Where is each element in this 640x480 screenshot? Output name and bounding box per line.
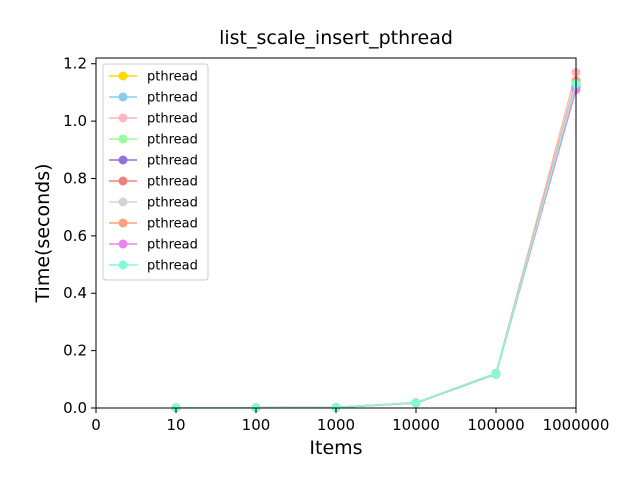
legend-marker bbox=[118, 260, 128, 270]
x-tick-label: 10 bbox=[166, 416, 185, 434]
series-line bbox=[176, 72, 577, 409]
legend-label: pthread bbox=[147, 154, 198, 169]
legend-marker bbox=[118, 155, 128, 165]
legend-marker bbox=[118, 218, 128, 228]
legend-item: pthread bbox=[109, 217, 198, 232]
legend-marker bbox=[118, 113, 128, 123]
y-tick-label: 0.2 bbox=[63, 342, 87, 360]
y-tick-label: 1.2 bbox=[63, 55, 87, 73]
data-point bbox=[491, 369, 501, 379]
legend-item: pthread bbox=[109, 196, 198, 211]
x-tick-label: 0 bbox=[91, 416, 101, 434]
data-point bbox=[411, 398, 421, 408]
legend-label: pthread bbox=[147, 91, 198, 106]
legend-item: pthread bbox=[109, 112, 198, 127]
y-tick-label: 0.4 bbox=[63, 284, 87, 302]
x-tick-label: 1000000 bbox=[543, 416, 610, 434]
series-line bbox=[176, 86, 577, 409]
legend-item: pthread bbox=[109, 133, 198, 148]
legend-label: pthread bbox=[147, 70, 198, 85]
y-tick-label: 0.8 bbox=[63, 169, 87, 187]
legend-item: pthread bbox=[109, 259, 198, 274]
legend-item: pthread bbox=[109, 91, 198, 106]
y-tick-label: 1.0 bbox=[63, 112, 87, 130]
y-axis: 0.0 0.2 0.4 0.6 0.8 1.0 1.2 bbox=[63, 55, 96, 417]
legend-label: pthread bbox=[147, 238, 198, 253]
series-6 bbox=[171, 76, 581, 413]
series-5 bbox=[171, 82, 581, 413]
series-1 bbox=[171, 76, 581, 413]
x-tick-label: 10000 bbox=[392, 416, 440, 434]
chart-title: list_scale_insert_pthread bbox=[219, 27, 453, 49]
legend-item: pthread bbox=[109, 70, 198, 85]
legend: pthread pthread pthread pthread pthread pthre… bbox=[102, 63, 209, 281]
legend-label: pthread bbox=[147, 217, 198, 232]
plot-area bbox=[171, 67, 581, 413]
legend-label: pthread bbox=[147, 112, 198, 127]
x-axis-label: Items bbox=[309, 437, 362, 459]
series-10 bbox=[171, 79, 581, 413]
legend-label: pthread bbox=[147, 133, 198, 148]
legend-label: pthread bbox=[147, 259, 198, 274]
series-4 bbox=[171, 79, 581, 413]
series-8 bbox=[171, 76, 581, 413]
legend-item: pthread bbox=[109, 238, 198, 253]
series-9 bbox=[171, 85, 581, 413]
legend-marker bbox=[118, 197, 128, 207]
x-tick-label: 100 bbox=[242, 416, 271, 434]
legend-marker bbox=[118, 176, 128, 186]
x-tick-label: 100000 bbox=[467, 416, 524, 434]
y-axis-label: Time(seconds) bbox=[32, 164, 54, 304]
legend-marker bbox=[118, 92, 128, 102]
legend-marker bbox=[118, 134, 128, 144]
series-7 bbox=[171, 79, 581, 413]
series-line bbox=[176, 86, 577, 409]
series-line bbox=[176, 80, 577, 409]
series-line bbox=[176, 83, 577, 409]
legend-label: pthread bbox=[147, 196, 198, 211]
series-line bbox=[176, 83, 577, 409]
series-line bbox=[176, 89, 577, 409]
legend-marker bbox=[118, 71, 128, 81]
series-3 bbox=[171, 67, 581, 413]
legend-marker bbox=[118, 239, 128, 249]
series-2 bbox=[171, 82, 581, 413]
series-line bbox=[176, 80, 577, 409]
x-axis: 0 10 100 1000 10000 100000 1000000 bbox=[91, 408, 609, 434]
x-tick-label: 1000 bbox=[317, 416, 355, 434]
data-point bbox=[331, 402, 341, 412]
series-line bbox=[176, 83, 577, 409]
legend-label: pthread bbox=[147, 175, 198, 190]
y-tick-label: 0.6 bbox=[63, 227, 87, 245]
legend-item: pthread bbox=[109, 154, 198, 169]
series-line bbox=[176, 80, 577, 409]
legend-item: pthread bbox=[109, 175, 198, 190]
y-tick-label: 0.0 bbox=[63, 399, 87, 417]
